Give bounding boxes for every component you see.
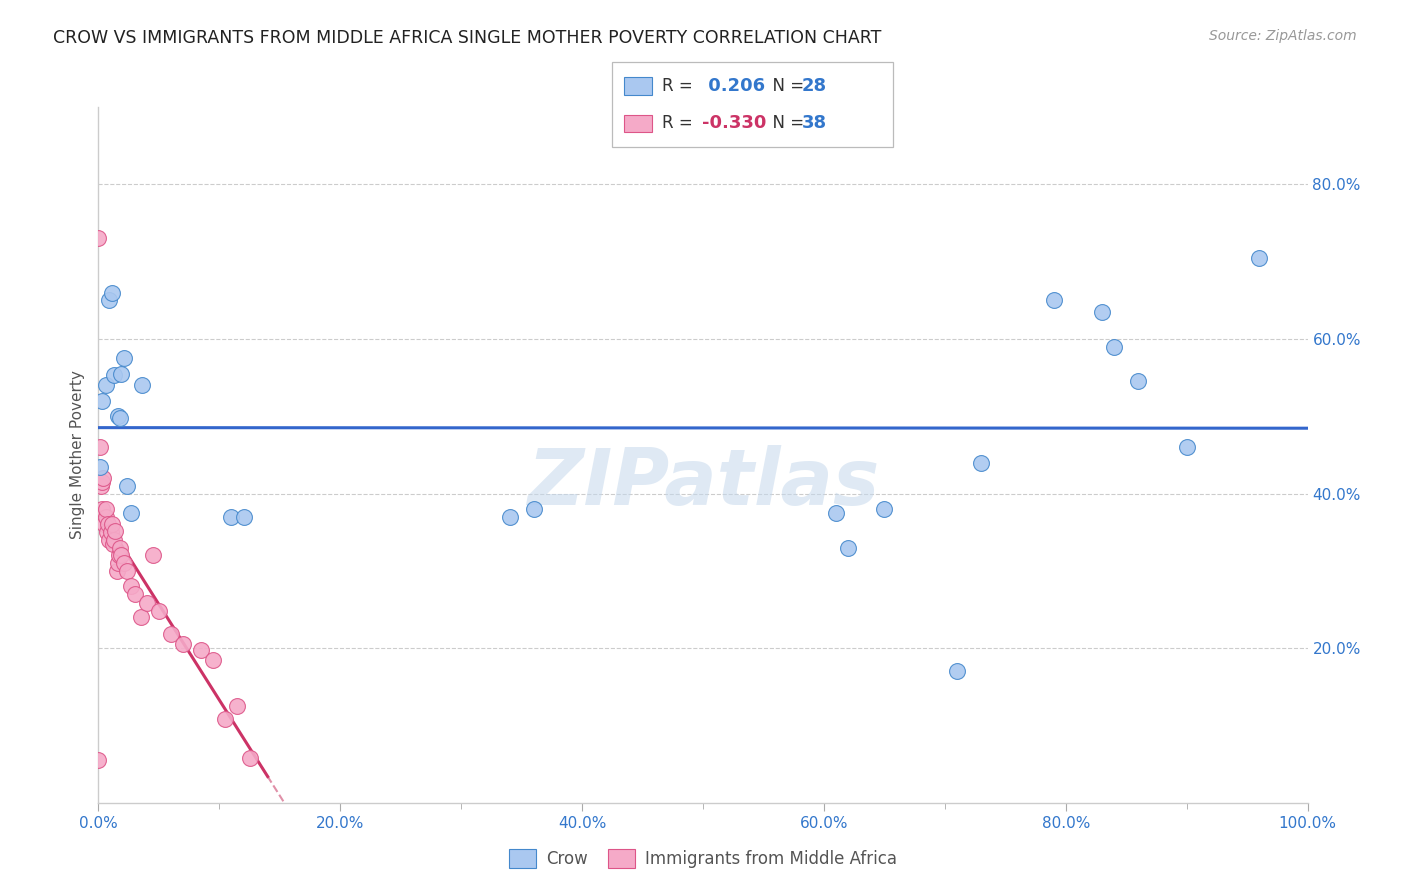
Point (110, 549, 132, 563)
Point (100, 285, 122, 300)
Point (117, 564, 139, 578)
Point (523, 502, 546, 516)
Text: R =: R = (662, 78, 699, 95)
Point (837, 541, 859, 555)
Point (202, 653, 225, 667)
Point (108, 549, 131, 563)
Point (93, 517, 115, 532)
Point (172, 637, 194, 651)
Point (100, 525, 122, 540)
Point (129, 610, 152, 624)
Point (498, 509, 520, 524)
Point (226, 699, 249, 714)
Point (97, 517, 120, 532)
Point (120, 506, 142, 520)
Point (98, 533, 121, 547)
Text: CROW VS IMMIGRANTS FROM MIDDLE AFRICA SINGLE MOTHER POVERTY CORRELATION CHART: CROW VS IMMIGRANTS FROM MIDDLE AFRICA SI… (53, 29, 882, 46)
Point (120, 579, 142, 593)
Point (90, 479, 112, 493)
Point (160, 627, 183, 641)
Text: N =: N = (762, 78, 810, 95)
Point (239, 751, 262, 765)
Point (91, 393, 114, 408)
Text: 28: 28 (801, 78, 827, 95)
Point (142, 549, 165, 563)
Point (103, 368, 125, 383)
Point (970, 456, 993, 470)
Point (94, 502, 117, 516)
Legend: Crow, Immigrants from Middle Africa: Crow, Immigrants from Middle Africa (503, 842, 903, 874)
Point (89, 440, 111, 454)
Text: R =: R = (662, 114, 699, 132)
Point (1042, 293, 1064, 308)
Point (1091, 305, 1114, 319)
Point (100, 517, 122, 532)
Point (825, 506, 848, 520)
Point (91, 471, 114, 485)
Point (87, 753, 110, 767)
Point (190, 642, 212, 657)
Point (94, 509, 117, 524)
Point (232, 509, 254, 524)
Point (112, 351, 135, 366)
Point (104, 524, 127, 538)
Point (94, 378, 117, 392)
Point (103, 533, 125, 547)
Point (110, 367, 132, 381)
Point (1102, 340, 1125, 354)
Point (91, 502, 114, 516)
Point (131, 378, 153, 392)
Point (1249, 251, 1271, 265)
Point (108, 541, 131, 555)
Point (124, 587, 146, 601)
Point (107, 556, 129, 570)
Point (108, 410, 131, 425)
Point (101, 537, 124, 551)
Point (221, 509, 243, 524)
Text: Source: ZipAtlas.com: Source: ZipAtlas.com (1209, 29, 1357, 43)
Point (214, 712, 236, 726)
Point (117, 479, 139, 493)
Point (873, 502, 896, 516)
Point (96, 525, 118, 540)
Point (1175, 440, 1198, 454)
Text: 0.206: 0.206 (702, 78, 765, 95)
Point (87, 231, 110, 245)
Point (98, 293, 121, 308)
Point (89, 459, 111, 474)
Point (107, 409, 129, 424)
Point (91, 475, 114, 489)
Text: ZIPatlas: ZIPatlas (527, 445, 879, 521)
Text: 38: 38 (801, 114, 827, 132)
Point (112, 556, 135, 570)
Point (135, 596, 157, 610)
Text: -0.330: -0.330 (702, 114, 766, 132)
Point (148, 604, 170, 618)
Point (105, 564, 128, 578)
Y-axis label: Single Mother Poverty: Single Mother Poverty (70, 370, 86, 540)
Text: N =: N = (762, 114, 810, 132)
Point (946, 665, 969, 679)
Point (1128, 375, 1150, 389)
